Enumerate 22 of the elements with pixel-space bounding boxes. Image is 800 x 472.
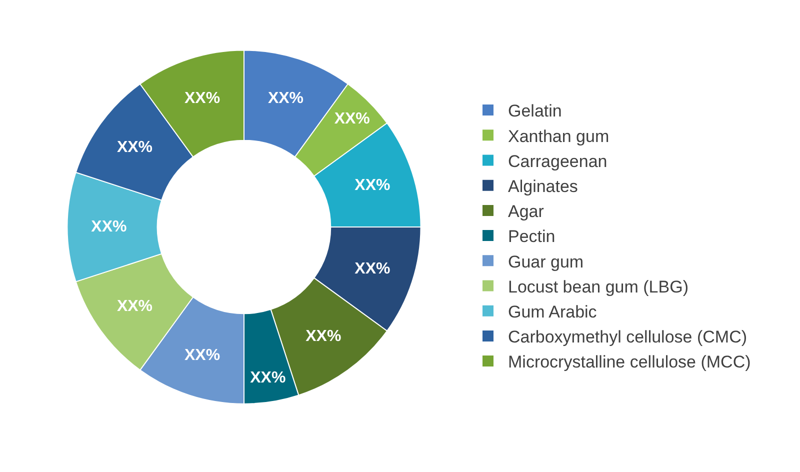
data-label: XX%	[91, 218, 127, 236]
data-label: XX%	[184, 346, 220, 364]
data-label: XX%	[354, 260, 390, 278]
legend-label: Xanthan gum	[508, 126, 610, 146]
legend-label: Alginates	[508, 176, 578, 196]
legend-label: Carboxymethyl cellulose (CMC)	[508, 328, 748, 347]
data-label: XX%	[184, 90, 220, 108]
legend-label: Carrageenan	[508, 152, 608, 171]
legend-label: Agar	[508, 202, 544, 222]
data-label: XX%	[250, 370, 286, 387]
legend-label: Guar gum	[508, 252, 584, 272]
legend-label: Gum Arabic	[508, 302, 598, 322]
legend-label: Locust bean gum (LBG)	[508, 277, 688, 296]
data-label: XX%	[354, 176, 390, 194]
data-label: XX%	[116, 298, 153, 315]
legend-label: Pectin	[508, 227, 556, 246]
data-label: XX%	[268, 90, 304, 108]
data-label: XX%	[306, 328, 342, 345]
legend-label: Microcrystalline cellulose (MCC)	[508, 352, 751, 372]
legend-label: Gelatin	[508, 102, 562, 121]
data-label: XX%	[334, 110, 370, 128]
data-label: XX%	[116, 139, 153, 156]
